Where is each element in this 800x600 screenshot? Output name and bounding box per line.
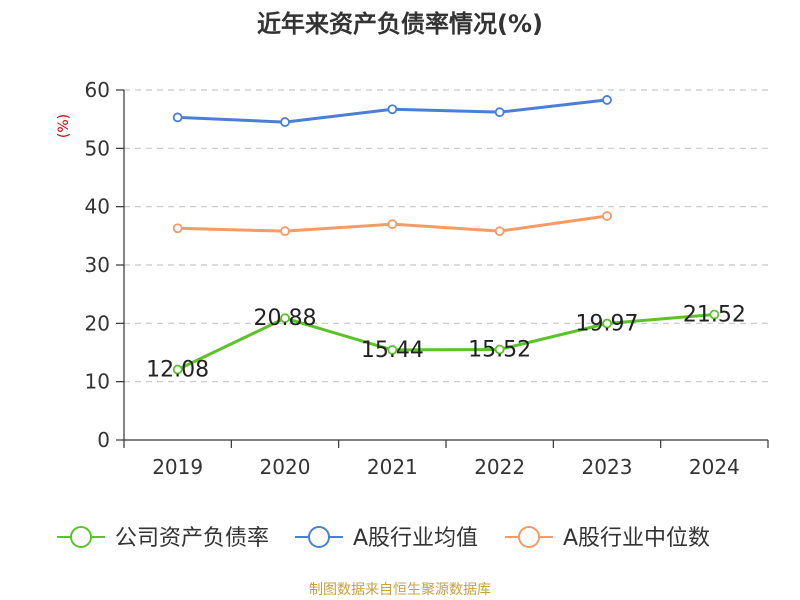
point-1-2021 — [387, 104, 398, 115]
point-2-2022 — [494, 226, 505, 237]
y-tick-label-20: 20 — [85, 311, 110, 335]
legend-label-0: 公司资产负债率 — [115, 526, 269, 551]
point-0-2024 — [709, 309, 720, 320]
point-1-2022 — [494, 107, 505, 118]
point-1-2019 — [172, 112, 183, 123]
x-tick-label-2020: 2020 — [260, 455, 311, 479]
data-label-2023: 19.97 — [576, 312, 639, 337]
y-tick-label-30: 30 — [85, 253, 110, 277]
point-0-2022 — [494, 344, 505, 355]
data-label-2022: 15.52 — [468, 337, 531, 362]
legend: 公司资产负债率 A股行业均值 A股行业中位数 — [57, 526, 710, 551]
legend-label-1: A股行业均值 — [353, 526, 478, 551]
x-tick-label-2019: 2019 — [152, 455, 203, 479]
data-labels: 12.08 20.88 15.44 15.52 19.97 21.52 — [146, 302, 746, 382]
gridlines — [124, 89, 768, 383]
legend-label-2: A股行业中位数 — [563, 526, 710, 551]
point-0-2023 — [602, 318, 612, 329]
series-line-0 — [177, 312, 715, 371]
legend-marker-1 — [308, 526, 330, 548]
y-tick-label-10: 10 — [85, 370, 110, 394]
point-2-2020 — [280, 226, 290, 237]
source-note: 制图数据来自恒生聚源数据库 — [309, 582, 491, 598]
chart-title: 近年来资产负债率情况(%) — [257, 10, 543, 38]
point-0-2021 — [387, 345, 398, 355]
data-label-2020: 20.88 — [254, 306, 317, 331]
x-tick-label-2023: 2023 — [582, 455, 633, 479]
y-tick-label-0: 0 — [97, 428, 110, 452]
data-label-2021: 15.44 — [361, 338, 424, 363]
x-tick-label-2021: 2021 — [367, 455, 418, 479]
legend-marker-0 — [70, 526, 92, 548]
point-0-2019 — [172, 364, 183, 375]
point-2-2019 — [172, 223, 183, 234]
x-tick-label-2024: 2024 — [689, 455, 740, 479]
legend-marker-2 — [518, 526, 540, 548]
y-tick-label-60: 60 — [85, 78, 110, 102]
point-1-2023 — [602, 95, 612, 105]
point-0-2020 — [280, 313, 290, 324]
point-1-2020 — [280, 117, 290, 127]
data-label-2019: 12.08 — [146, 358, 209, 383]
axes: 0 10 20 30 40 50 60 2019 2020 2021 2022 2023 2024 — [85, 78, 769, 479]
point-2-2021 — [387, 219, 398, 230]
y-tick-label-50: 50 — [85, 136, 110, 160]
series-lines — [172, 95, 720, 375]
y-axis-unit-label: (%) — [56, 114, 72, 138]
x-tick-label-2022: 2022 — [474, 455, 525, 479]
point-2-2023 — [602, 211, 612, 221]
y-tick-label-40: 40 — [85, 195, 110, 219]
data-label-2024: 21.52 — [683, 302, 746, 327]
